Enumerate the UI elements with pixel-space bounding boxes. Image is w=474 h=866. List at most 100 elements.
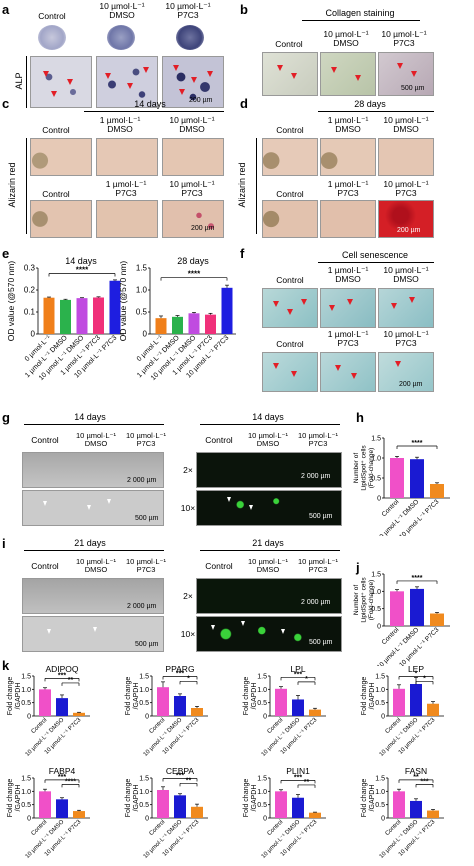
a-header-dmso: 10 µmol·L⁻¹ DMSO	[99, 1, 145, 20]
e2-bar-2	[188, 313, 200, 334]
k6-ytick-label-1: 0.5	[257, 802, 267, 809]
c-header-top-1: 1 µmol·L⁻¹ DMSO	[99, 115, 141, 134]
k7-ytick-label-2: 1.0	[375, 789, 385, 796]
k3-sig-text-0: *	[415, 671, 418, 678]
e1-bar-2	[76, 298, 88, 334]
i-left-title-line	[24, 550, 164, 551]
i-right-header-0: Control	[205, 561, 233, 571]
panel-label-h: h	[356, 410, 364, 425]
f-header-top-0: Control	[276, 275, 304, 285]
f-image-bottom-0	[262, 352, 318, 392]
i-left-scale-2x: 2 000 µm	[127, 603, 157, 610]
e2-bar-1	[172, 316, 183, 334]
j-ytick-label-0: 0	[377, 624, 381, 631]
c-header-bottom-1: 1 µmol·L⁻¹ P7C3	[105, 179, 147, 198]
k6-bar-2	[309, 812, 321, 818]
k5-bar-1	[174, 795, 186, 818]
h-bar-0	[390, 458, 404, 498]
c-image-top-2	[162, 138, 224, 176]
f-header-bottom-0: Control	[276, 339, 304, 349]
k6-ytick-label-0: 0	[263, 816, 267, 823]
f-image-top-2	[378, 288, 434, 328]
h-ytick-label-2: 1.0	[371, 456, 381, 463]
i-left-header-1: 10 µmol·L⁻¹ DMSO	[76, 557, 116, 574]
j-ytick-label-1: 0.5	[371, 606, 381, 613]
e2-bar-4	[221, 287, 233, 334]
k4-bar-1	[56, 799, 68, 818]
a-well-p7c3	[176, 25, 204, 50]
h-sig-text-0: ****	[412, 440, 423, 447]
k7-ytick-label-1: 0.5	[375, 802, 385, 809]
i-right-scale-10x: 500 µm	[309, 639, 333, 646]
k4-bar-2	[73, 811, 85, 818]
k6-bar-0	[275, 791, 287, 818]
g-row-10x: 10×	[180, 503, 196, 513]
g-right-header-0: Control	[205, 435, 233, 445]
k2-sig-text-0: ***	[294, 671, 302, 678]
d-title: 28 days	[354, 99, 386, 109]
k2-ytick-label-0: 0	[263, 714, 267, 721]
i-row-2x: 2×	[183, 591, 193, 601]
h-ylabel: Number of	[353, 453, 360, 484]
e2-ytick-label-1: 0.5	[136, 308, 148, 317]
panel-label-k: k	[2, 658, 10, 673]
f-image-bottom-1	[320, 352, 376, 392]
d-image-top-0	[262, 138, 318, 176]
panel-label-j: j	[356, 560, 360, 575]
k4-ytick-label-0: 0	[27, 816, 31, 823]
d-image-bottom-2: 200 µm	[378, 200, 434, 238]
g-left-title-line	[24, 424, 164, 425]
c-title-line	[84, 111, 224, 112]
k5-ylabel: Fold change	[125, 779, 132, 818]
k5-ytick-label-3: 1.5	[139, 776, 149, 783]
e2-bar-0	[155, 318, 167, 334]
k2-ytick-label-3: 1.5	[257, 674, 267, 681]
d-header-bottom-0: Control	[276, 189, 304, 199]
c-row-label: Alizarin red	[7, 162, 17, 208]
c-image-top-0	[30, 138, 92, 176]
d-row-label: Alizarin red	[237, 162, 247, 208]
e1-sig-text-0: ****	[76, 266, 89, 275]
e1-bar-0	[43, 297, 55, 334]
panel-label-e: e	[2, 246, 10, 261]
e1-ytick-label-2: 0.2	[24, 286, 36, 295]
k7-bar-2	[427, 810, 439, 818]
f-header-bottom-1: 1 µmol·L⁻¹ P7C3	[327, 329, 369, 348]
c-image-bottom-0	[30, 200, 92, 238]
panel-label-i: i	[2, 536, 6, 551]
k1-bar-1	[174, 696, 186, 716]
k2-ytick-label-2: 1.0	[257, 687, 267, 694]
k0-ytick-label-1: 0.5	[21, 700, 31, 707]
k4-bar-0	[39, 791, 51, 818]
k0-title: ADIPOQ	[45, 664, 78, 674]
j-sig-text-0: ****	[412, 575, 423, 582]
g-left-title: 14 days	[74, 412, 106, 422]
k5-title: CEBPA	[166, 766, 195, 776]
panel-label-g: g	[2, 410, 10, 425]
d-header-top-1: 1 µmol·L⁻¹ DMSO	[327, 115, 369, 134]
k7-ytick-label-3: 1.5	[375, 776, 385, 783]
k1-ylabel-1: /GAPDH	[133, 683, 140, 710]
k3-ylabel: Fold change	[361, 677, 368, 716]
k7-bar-1	[410, 800, 422, 818]
c-title: 14 days	[134, 99, 166, 109]
k5-ytick-label-2: 1.0	[139, 789, 149, 796]
f-image-top-0	[262, 288, 318, 328]
k7-ylabel-1: /GAPDH	[369, 785, 376, 812]
f-title-line	[318, 262, 434, 263]
k4-ytick-label-3: 1.5	[21, 776, 31, 783]
a-image-control	[30, 56, 92, 108]
g-left-image-2x: 2 000 µm	[22, 452, 164, 488]
j-bar-2	[430, 613, 444, 626]
i-right-title: 21 days	[252, 538, 284, 548]
e1-bar-3	[93, 297, 104, 334]
k1-bar-2	[191, 708, 203, 716]
g-right-scale-2x: 2 000 µm	[301, 473, 331, 480]
h-ylabel-1: LipidSpot⁺ cells	[361, 445, 368, 491]
k4-sig-text-0: ***	[58, 774, 66, 781]
k6-ylabel: Fold change	[243, 779, 250, 818]
k4-ytick-label-1: 0.5	[21, 802, 31, 809]
k5-bar-0	[157, 790, 169, 818]
k0-bar-0	[39, 689, 51, 716]
